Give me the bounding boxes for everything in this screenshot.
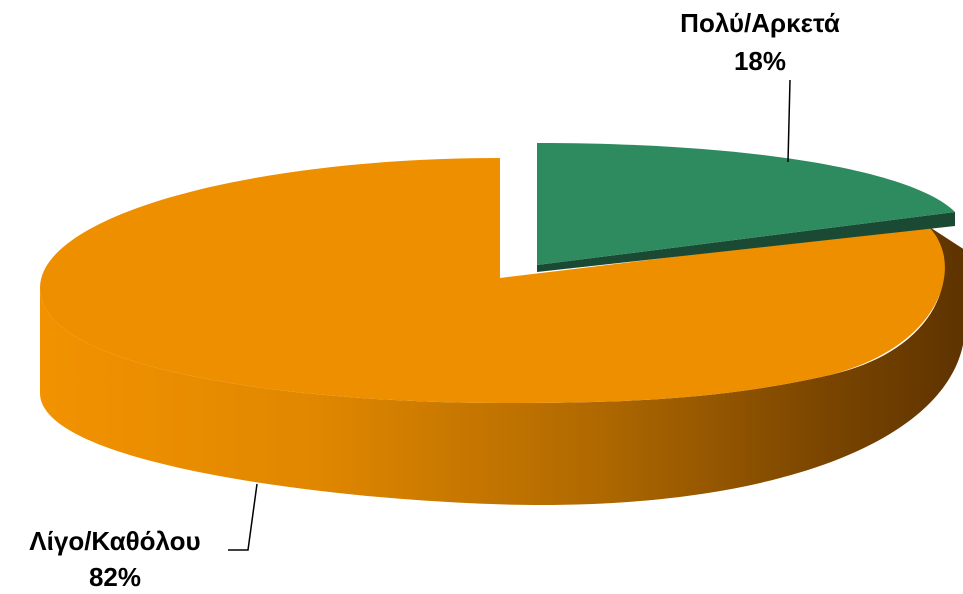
slice-label-poly-arketa: Πολύ/Αρκετά [680, 8, 840, 38]
pie-slice-poly-arketa[interactable] [537, 143, 955, 265]
leader-line-lygo-katholou [228, 483, 258, 551]
slice-value-poly-arketa: 18% [734, 46, 786, 76]
slice-label-lygo-katholou: Λίγο/Καθόλου [29, 526, 200, 556]
pie-slice-side-lygo-katholou [40, 226, 963, 505]
slice-value-lygo-katholou: 82% [89, 562, 141, 592]
pie-slice-side-poly-arketa [537, 212, 955, 272]
leader-line-poly-arketa [787, 79, 791, 163]
pie-slice-lygo-katholou[interactable] [40, 158, 945, 403]
